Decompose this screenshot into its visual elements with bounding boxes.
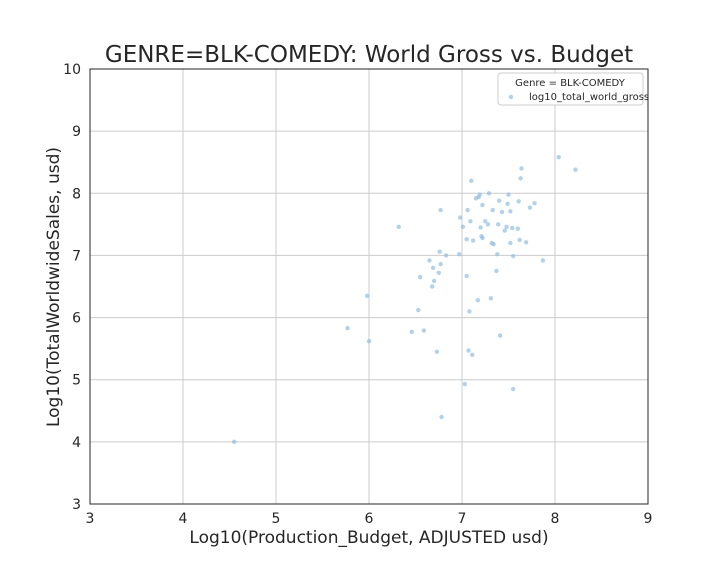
- data-point: [494, 268, 499, 274]
- legend-marker: [508, 94, 514, 100]
- y-tick-label: 10: [63, 62, 81, 78]
- data-point: [478, 225, 483, 230]
- data-point: [417, 274, 423, 280]
- data-point: [532, 201, 537, 206]
- data-point: [466, 348, 471, 353]
- data-point: [421, 328, 427, 333]
- data-point: [438, 261, 443, 267]
- data-point: [460, 224, 466, 230]
- data-point: [465, 207, 470, 213]
- data-point: [508, 209, 513, 214]
- y-tick-label: 8: [72, 186, 81, 202]
- data-point: [480, 235, 485, 241]
- x-tick-label: 7: [458, 511, 467, 527]
- data-point: [467, 309, 472, 314]
- data-point: [510, 225, 515, 231]
- data-point: [427, 258, 432, 263]
- x-tick-label: 5: [272, 511, 281, 527]
- data-point: [523, 240, 529, 245]
- data-point: [504, 224, 509, 230]
- data-point: [556, 155, 561, 160]
- data-point: [506, 192, 511, 197]
- data-point: [366, 338, 372, 344]
- y-tick-label: 7: [72, 248, 81, 264]
- data-point: [540, 258, 546, 263]
- data-point: [457, 215, 463, 220]
- y-tick-label: 9: [72, 124, 81, 140]
- data-point: [431, 278, 437, 284]
- data-point: [345, 325, 350, 331]
- data-point: [364, 293, 370, 299]
- data-point: [517, 237, 522, 243]
- data-point: [438, 207, 443, 213]
- data-point: [464, 237, 469, 242]
- data-point: [430, 284, 435, 289]
- data-point: [485, 222, 491, 227]
- y-tick-label: 4: [72, 435, 81, 451]
- data-point: [231, 439, 237, 445]
- data-points: [231, 155, 578, 445]
- data-point: [416, 307, 421, 313]
- legend-title: Genre = BLK-COMEDY: [515, 78, 626, 89]
- x-axis-label: Log10(Production_Budget, ADJUSTED usd): [189, 528, 548, 548]
- data-point: [409, 329, 414, 335]
- data-point: [486, 191, 492, 196]
- data-point: [496, 222, 501, 227]
- data-point: [480, 202, 485, 208]
- x-tick-label: 9: [644, 511, 653, 527]
- data-point: [468, 219, 473, 224]
- data-point: [519, 166, 524, 171]
- data-point: [396, 224, 401, 230]
- data-point: [477, 192, 482, 197]
- data-point: [527, 205, 533, 210]
- data-point: [495, 251, 500, 257]
- data-point: [497, 198, 502, 203]
- y-tick-label: 6: [72, 311, 81, 327]
- data-point: [490, 207, 495, 213]
- data-point: [499, 209, 505, 215]
- x-tick-label: 8: [551, 511, 560, 527]
- data-point: [502, 228, 507, 233]
- data-point: [437, 249, 442, 254]
- y-tick-label: 5: [72, 373, 81, 389]
- data-point: [470, 238, 476, 243]
- data-point: [470, 352, 475, 358]
- data-point: [516, 199, 521, 204]
- data-point: [464, 273, 469, 279]
- plot-frame: [89, 68, 649, 505]
- legend: Genre = BLK-COMEDY log10_total_world_gro…: [497, 72, 649, 106]
- data-point: [505, 201, 510, 207]
- x-tick-labels: 3 4 5 6 7 8 9: [86, 511, 653, 527]
- data-point: [436, 270, 441, 276]
- data-point: [573, 167, 578, 172]
- legend-box: [497, 72, 644, 106]
- data-point: [434, 349, 440, 354]
- data-point: [518, 176, 523, 181]
- data-point: [462, 381, 467, 387]
- data-point: [491, 242, 496, 247]
- data-point: [510, 386, 516, 392]
- data-point: [430, 265, 436, 271]
- legend-entry-label: log10_total_world_gross: [529, 92, 649, 103]
- y-tick-labels: 3 4 5 6 7 8 9 10: [63, 62, 81, 513]
- x-tick-label: 3: [86, 511, 95, 527]
- data-point: [497, 333, 503, 338]
- data-point: [510, 253, 516, 259]
- data-point: [483, 219, 488, 224]
- y-axis-label: Log10(TotalWorldwideSales, usd): [44, 147, 64, 427]
- data-point: [515, 226, 520, 231]
- data-point: [443, 253, 449, 258]
- grid-lines: [89, 68, 649, 505]
- data-point: [457, 251, 462, 257]
- x-tick-label: 6: [365, 511, 374, 527]
- data-point: [475, 297, 481, 303]
- data-point: [508, 240, 513, 246]
- data-point: [469, 178, 474, 184]
- x-tick-label: 4: [179, 511, 188, 527]
- data-point: [488, 296, 494, 301]
- chart-title: GENRE=BLK-COMEDY: World Gross vs. Budget: [105, 42, 633, 68]
- data-point: [439, 414, 444, 420]
- y-tick-label: 3: [72, 497, 81, 513]
